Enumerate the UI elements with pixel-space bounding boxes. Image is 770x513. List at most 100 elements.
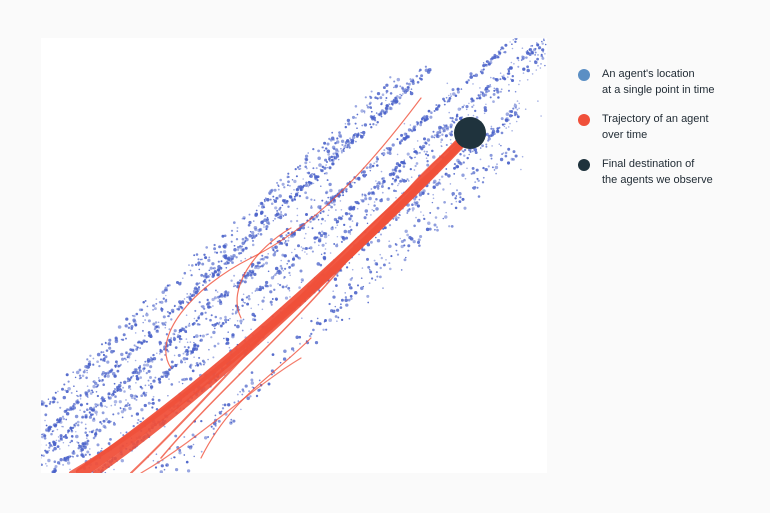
agent-location-point [125,337,127,340]
agent-location-point [406,178,409,181]
agent-location-point [273,217,277,220]
agent-location-point [319,233,324,238]
agent-location-point [104,397,106,400]
agent-location-point [349,294,353,298]
agent-location-point [195,282,199,286]
agent-location-point [485,63,488,66]
agent-location-point [340,269,343,273]
agent-location-point [455,200,458,203]
agent-location-point [147,401,151,405]
agent-location-point [388,172,393,177]
agent-location-point [188,365,192,368]
agent-location-point [110,420,113,423]
agent-location-point [325,242,327,245]
agent-location-point [292,256,295,259]
agent-location-point [57,439,61,443]
agent-location-point [69,468,71,471]
agent-location-point [362,248,366,252]
agent-location-point [184,325,188,329]
agent-location-point [49,400,52,403]
agent-location-point [465,108,468,111]
agent-location-point [363,123,368,127]
agent-location-point [205,246,209,249]
agent-location-point [500,144,502,147]
agent-location-point [379,96,383,100]
agent-location-point [114,360,118,364]
agent-location-point [106,421,109,424]
agent-location-point [287,180,290,184]
agent-location-point [412,209,414,212]
agent-location-point [233,274,236,277]
agent-location-point [418,151,421,154]
agent-location-point [375,271,378,274]
agent-location-point [349,233,352,235]
agent-location-point [167,315,169,318]
agent-location-point [349,137,352,140]
agent-location-point [399,85,402,88]
agent-location-point [284,213,287,217]
agent-location-point [367,203,370,206]
agent-location-point [395,249,398,252]
agent-location-point [415,74,419,78]
agent-location-point [366,105,370,109]
agent-location-point [541,42,544,45]
agent-location-point [407,249,410,252]
agent-location-point [118,400,122,404]
agent-location-point [186,296,188,299]
agent-location-point [80,447,84,452]
agent-location-point [389,76,392,79]
agent-location-point [485,103,487,106]
agent-location-point [75,370,80,375]
agent-location-point [499,78,502,81]
agent-location-point [395,97,398,101]
agent-location-point [67,458,70,462]
agent-location-point [492,127,495,131]
agent-location-point [400,239,404,244]
agent-location-point [127,326,131,330]
agent-location-point [203,253,206,257]
agent-location-point [278,269,281,271]
agent-location-point [531,73,534,75]
agent-location-point [159,350,162,353]
agent-location-point [303,237,306,239]
agent-location-point [183,454,186,456]
agent-location-point [328,182,332,187]
agent-location-point [335,284,338,287]
agent-location-point [330,205,333,209]
trajectory-dot-icon [578,114,590,126]
agent-location-point [254,290,257,292]
agent-location-point [247,223,251,227]
agent-location-point [73,385,75,388]
agent-location-point [65,418,68,421]
agent-location-point [311,250,314,253]
agent-location-point [298,342,302,345]
agent-location-point [221,404,224,406]
agent-location-point [194,347,199,351]
agent-location-point [41,463,43,466]
agent-location-point [403,238,406,242]
agent-location-point [516,100,519,102]
agent-location-point [165,333,169,336]
agent-location-point [126,380,129,383]
agent-location-point [498,143,501,145]
agent-location-point [263,198,266,201]
agent-location-point [147,319,151,323]
agent-location-point [344,123,347,125]
agent-location-point [86,385,89,388]
agent-location-point [386,197,390,201]
agent-location-point [422,137,427,141]
agent-location-point [207,333,209,335]
agent-location-point [534,54,536,56]
agent-location-point [370,277,374,280]
agent-location-point [212,267,215,270]
agent-location-point [96,360,99,364]
agent-location-point [125,431,128,434]
agent-location-point [144,384,147,387]
agent-location-point [361,124,364,127]
agent-location-point [279,361,282,364]
agent-location-point [493,87,496,90]
agent-location-point [420,147,424,151]
agent-location-point [273,250,277,254]
agent-location-point [160,358,163,361]
agent-location-point [56,401,59,404]
